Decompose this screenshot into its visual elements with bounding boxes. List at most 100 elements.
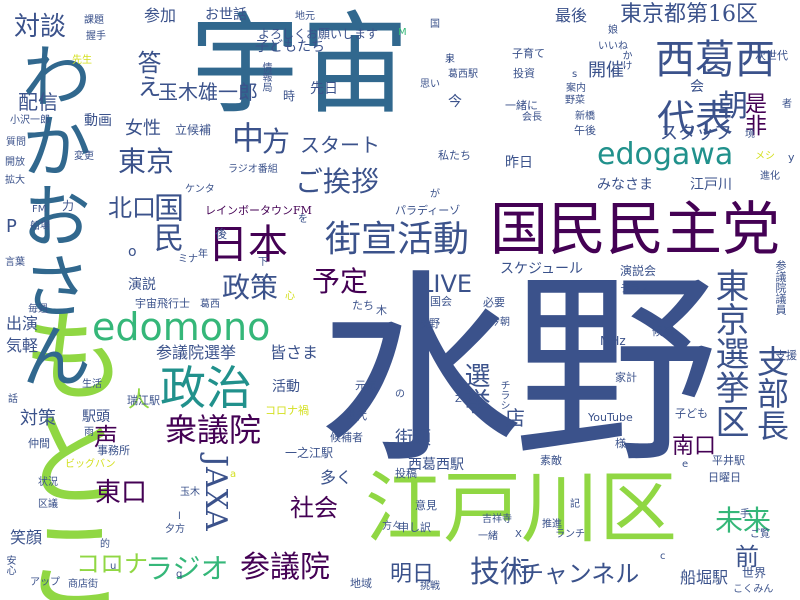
word-jouhou: 情報局 bbox=[260, 62, 271, 92]
word-radio-bangumi: ラジオ番組 bbox=[228, 164, 278, 175]
word-nishikasai: 西葛西 bbox=[655, 37, 775, 83]
word-kotoba: 言葉 bbox=[5, 257, 25, 268]
word-moushiwake: 申し訳 bbox=[398, 521, 431, 534]
word-kigaru: 気軽 bbox=[6, 336, 39, 355]
word-y: y bbox=[788, 151, 795, 164]
word-shinka: 進化 bbox=[760, 171, 780, 182]
word-kodomotachi: 子どもたち bbox=[255, 39, 325, 55]
word-taisaku: 対策 bbox=[20, 408, 56, 429]
word-teki: 的 bbox=[100, 539, 110, 550]
word-nakama: 仲間 bbox=[28, 437, 50, 450]
word-sei: 生活 bbox=[82, 379, 102, 390]
word-kokkai: 国会 bbox=[430, 295, 452, 308]
word-edogawa-kana: 江戸川 bbox=[690, 177, 732, 193]
word-toushi: 投資 bbox=[513, 67, 535, 80]
word-nihon: 日本 bbox=[208, 222, 288, 268]
word-minasama: みなさま bbox=[597, 177, 653, 193]
word-shitsumon: 質問 bbox=[6, 137, 26, 148]
word-kasai: 葛西 bbox=[200, 299, 220, 310]
word-sangiin: 参議院 bbox=[240, 550, 330, 585]
word-wakaosan: わかおさん bbox=[10, 40, 92, 390]
word-kaihou: 開放 bbox=[5, 157, 25, 168]
word-a: a bbox=[230, 469, 237, 480]
word-shugiin: 衆議院 bbox=[165, 411, 262, 449]
word-ekimae: 駅頭 bbox=[82, 409, 110, 425]
word-shiensha: 支援 bbox=[775, 349, 797, 362]
word-funabori: 船堀駅 bbox=[680, 568, 729, 587]
word-m: M bbox=[398, 27, 407, 38]
word-kakudai: 拡大 bbox=[5, 175, 25, 186]
word-kumon: こくみん bbox=[733, 584, 774, 595]
word-rainbow: レインボータウンFM bbox=[205, 204, 312, 217]
word-s: s bbox=[572, 69, 578, 80]
word-suishin: 推進 bbox=[542, 519, 562, 530]
word-tsuki: 月 bbox=[126, 278, 127, 279]
word-c: c bbox=[660, 551, 666, 562]
word-to: を bbox=[298, 214, 308, 225]
word-osewa: お世話 bbox=[205, 7, 247, 23]
word-funaba: 船場 bbox=[30, 221, 50, 232]
word-bigbang: ビッグバン bbox=[65, 459, 116, 470]
word-go-aisatsu: ご挨拶 bbox=[295, 165, 380, 198]
word-enzetsu: 演説 bbox=[128, 277, 156, 293]
word-gorandoku: ご覧 bbox=[750, 529, 770, 540]
word-wa: 話 bbox=[8, 394, 18, 405]
word-ft: FM bbox=[32, 204, 47, 215]
word-sen: 泉 bbox=[445, 54, 455, 65]
word-o: o bbox=[128, 244, 137, 260]
word-mise: 店 bbox=[505, 406, 525, 430]
word-p: P bbox=[6, 216, 17, 237]
word-mirai: 未来 bbox=[715, 504, 772, 537]
word-kodomo-sodate: 子育て bbox=[512, 47, 545, 60]
word-genki: 元気 bbox=[355, 379, 377, 392]
word-kodomo: 子ども bbox=[675, 407, 708, 420]
word-chirashi: チラシ bbox=[498, 380, 509, 410]
word-ze: 是非 bbox=[741, 92, 766, 136]
word-tokyo16: 東京都第16区 bbox=[620, 2, 758, 27]
word-egao: 笑顔 bbox=[10, 528, 43, 547]
word-senkyo: 選挙 bbox=[460, 362, 490, 414]
word-u: u bbox=[110, 561, 117, 572]
word-hitsuyou: 必要 bbox=[483, 296, 505, 309]
word-z: Z bbox=[455, 394, 462, 405]
word-yotei: 予定 bbox=[312, 265, 369, 298]
word-kadai: 課題 bbox=[84, 15, 104, 26]
word-nishikasai-ekisho: 葛西駅 bbox=[448, 69, 478, 80]
word-ima: 今 bbox=[448, 94, 462, 110]
word-ochugiin: 参議院議員 bbox=[774, 260, 787, 315]
word-ga: が bbox=[430, 189, 440, 200]
word-l: l bbox=[178, 511, 181, 522]
word-sama: 様 bbox=[615, 437, 626, 450]
word-mizuno: 水野 bbox=[318, 253, 718, 491]
word-iinai: いいね bbox=[598, 41, 628, 52]
word-edomono: edomono bbox=[92, 305, 271, 349]
word-shin: 心 bbox=[285, 291, 295, 302]
word-nouhin: 野菜 bbox=[565, 95, 585, 106]
word-tokou: 投稿 bbox=[395, 467, 417, 480]
word-youtube: YouTube bbox=[588, 411, 633, 424]
word-mizuki: 瑞江駅 bbox=[127, 394, 160, 407]
word-staff: スタッフ bbox=[660, 123, 732, 144]
word-akushu: 握手 bbox=[86, 31, 106, 42]
word-ninomae: 皆さま bbox=[270, 343, 319, 362]
word-sakai: 境 bbox=[745, 129, 755, 140]
word-taidan: 対談 bbox=[14, 12, 67, 42]
word-shutsuen: 出演 bbox=[6, 314, 39, 333]
word-saigo: 最後 bbox=[555, 6, 588, 25]
word-radio: ラジオ bbox=[145, 552, 229, 585]
word-moku: 木 bbox=[376, 304, 387, 317]
word-nichi: 日 bbox=[232, 122, 233, 123]
word-app: アップ bbox=[30, 577, 60, 588]
word-naka: 中 bbox=[232, 119, 265, 157]
word-haishin: 配信 bbox=[18, 90, 58, 114]
word-tokyo: 東京 bbox=[118, 145, 175, 178]
word-yoroshiku: よろしくお願いします bbox=[258, 27, 379, 41]
word-q: q bbox=[176, 569, 183, 580]
word-ichido: 一緒に bbox=[505, 99, 538, 112]
word-shinbashi: 新橋 bbox=[575, 111, 595, 122]
word-douga: 動画 bbox=[84, 113, 112, 129]
word-chiho: 地元 bbox=[295, 11, 315, 22]
word-shita: 下 bbox=[258, 257, 268, 268]
word-seisaku: 政策 bbox=[222, 271, 279, 304]
word-shakai: 社会 bbox=[290, 494, 338, 522]
